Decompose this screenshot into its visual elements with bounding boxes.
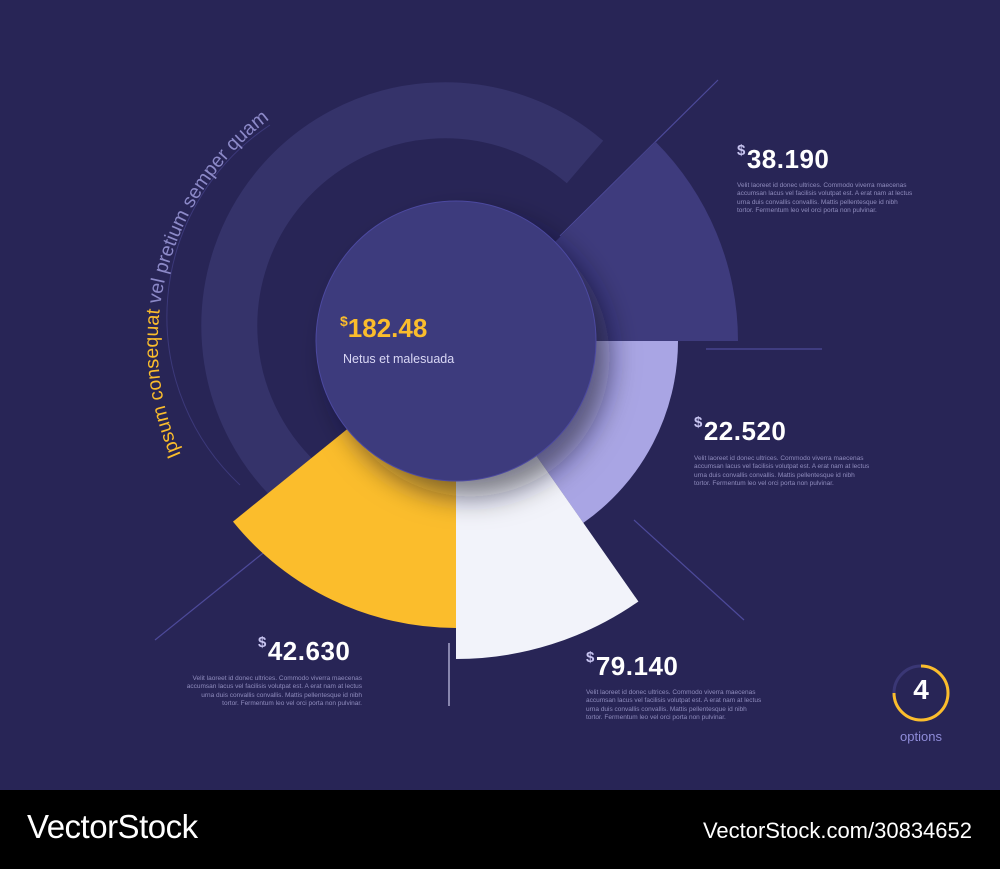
arc-title-highlight: Ipsum consequat <box>141 307 186 462</box>
brand-logo: VectorStock <box>27 808 198 845</box>
center-circle <box>316 201 596 481</box>
divider-line <box>633 519 745 621</box>
options-ring-progress <box>892 664 950 722</box>
value-label-1: $38.190 <box>737 142 830 174</box>
value-label-2: $22.520 <box>694 414 787 446</box>
footer-bar <box>0 790 1000 869</box>
decorative-thin-arc <box>166 124 271 486</box>
divider-line <box>559 79 719 237</box>
stock-id: VectorStock.com/30834652 <box>702 818 972 843</box>
value-label-3: $79.140 <box>586 649 679 681</box>
decorative-ring <box>201 82 604 512</box>
description-3: Velit laoreet id donec ultrices. Commodo… <box>586 689 762 722</box>
description-4: Velit laoreet id donec ultrices. Commodo… <box>186 675 362 708</box>
value-label-4: $42.630 <box>258 634 351 666</box>
description-1: Velit laoreet id donec ultrices. Commodo… <box>737 182 913 215</box>
pie-chart: Ipsum consequat vel pretium semper quam <box>141 79 950 722</box>
center-circle-rim <box>315 200 597 482</box>
center-label: Netus et malesuada <box>343 352 455 366</box>
infographic: Ipsum consequat vel pretium semper quam … <box>140 79 950 744</box>
options-count: 4 <box>913 674 929 705</box>
description-2: Velit laoreet id donec ultrices. Commodo… <box>694 455 870 488</box>
options-label: options <box>900 729 942 744</box>
center-value: $182.48 <box>340 313 428 343</box>
